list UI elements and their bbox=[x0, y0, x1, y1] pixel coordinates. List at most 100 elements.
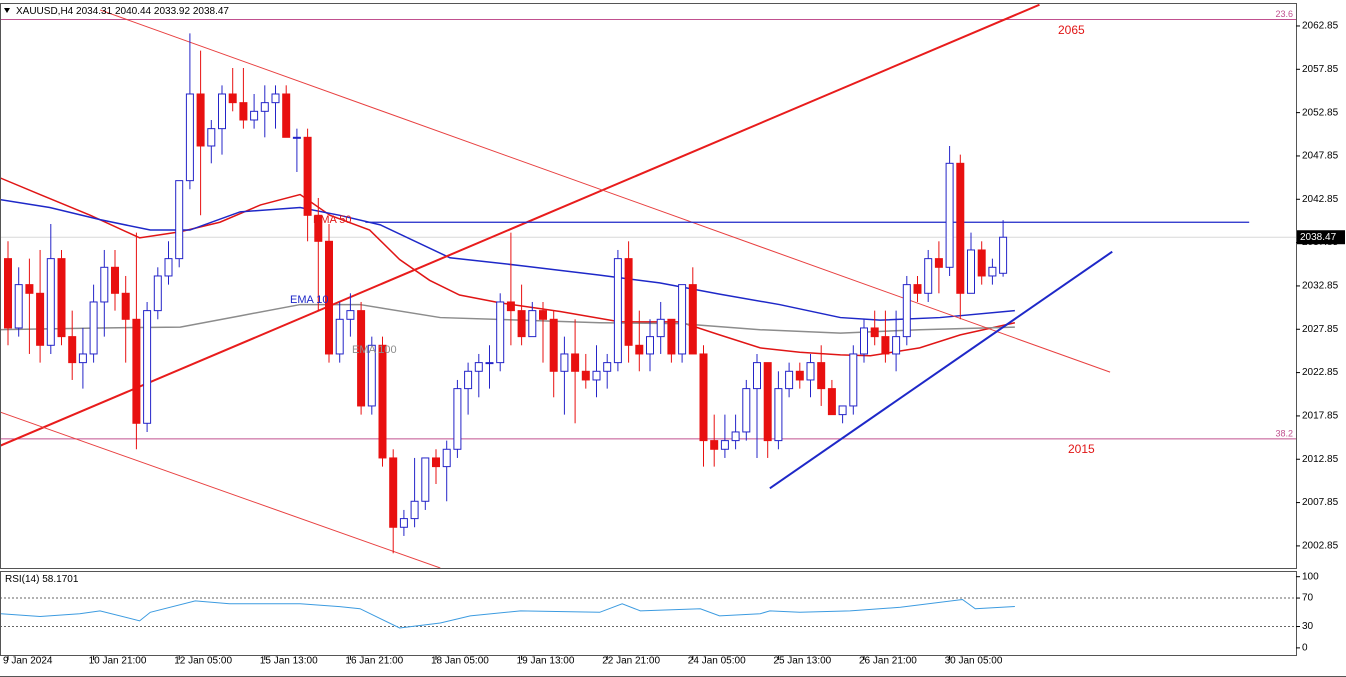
price-label-box bbox=[1297, 230, 1345, 245]
ema-label: EMA 50 bbox=[313, 214, 352, 226]
y-tick-label: 2047.85 bbox=[1302, 151, 1339, 162]
candle-body bbox=[57, 258, 66, 338]
x-tick-label: 19 Jan 13:00 bbox=[517, 656, 575, 667]
candle-body bbox=[581, 370, 590, 381]
price-plot bbox=[1, 4, 1296, 568]
candle-body bbox=[325, 240, 333, 355]
ema-line bbox=[1, 199, 1015, 321]
rsi-value: 58.1701 bbox=[42, 574, 79, 585]
candle-body bbox=[303, 136, 312, 216]
trend-line bbox=[1, 411, 441, 568]
candle-body bbox=[603, 362, 612, 372]
candle-body bbox=[817, 362, 826, 390]
candle-body bbox=[795, 370, 804, 381]
ema-label: EMA 100 bbox=[352, 344, 397, 356]
candle-body bbox=[720, 440, 729, 450]
candle-body bbox=[207, 128, 216, 147]
candle-body bbox=[89, 301, 98, 355]
candle-body bbox=[25, 284, 34, 294]
candle-body bbox=[464, 370, 473, 390]
candle-body bbox=[517, 310, 526, 338]
y-tick-label: 2002.85 bbox=[1302, 541, 1339, 552]
ema-label: EMA 10 bbox=[290, 294, 329, 306]
candle-body bbox=[742, 388, 751, 433]
candle-body bbox=[506, 301, 515, 312]
candle-body bbox=[357, 310, 366, 407]
header-arrow bbox=[4, 8, 10, 13]
rsi-tick-label: 70 bbox=[1302, 593, 1314, 604]
candle-body bbox=[36, 292, 45, 346]
candle-body bbox=[646, 336, 654, 355]
candle-body bbox=[260, 102, 269, 112]
candle-body bbox=[560, 353, 569, 372]
close: 2038.47 bbox=[193, 6, 230, 17]
rsi-tick-label: 30 bbox=[1302, 621, 1314, 632]
candle-body bbox=[14, 284, 23, 329]
candle-body bbox=[228, 93, 237, 104]
candle-body bbox=[335, 318, 344, 355]
rsi-plot bbox=[1, 597, 1296, 629]
candle-body bbox=[389, 457, 398, 528]
candle-body bbox=[121, 292, 130, 320]
y-tick-label: 2032.85 bbox=[1302, 281, 1339, 292]
candle-body bbox=[378, 344, 387, 459]
candle-body bbox=[934, 258, 943, 268]
candle-body bbox=[870, 327, 879, 338]
candle-body bbox=[78, 353, 87, 364]
candle-body bbox=[185, 93, 194, 182]
candle-body bbox=[432, 457, 440, 468]
candle-body bbox=[999, 236, 1008, 274]
candle-body bbox=[688, 284, 697, 355]
trend-line bbox=[769, 250, 1113, 490]
candle-body bbox=[806, 362, 815, 381]
rsi-panel bbox=[0, 571, 1297, 656]
candle-body bbox=[175, 180, 184, 260]
candle-body bbox=[967, 249, 975, 294]
x-tick-label: 12 Jan 05:00 bbox=[174, 656, 232, 667]
y-tick-label: 2007.85 bbox=[1302, 497, 1339, 508]
open: 2034.31 bbox=[76, 6, 113, 17]
x-tick-label: 22 Jan 21:00 bbox=[602, 656, 660, 667]
candle-body bbox=[153, 275, 162, 312]
y-tick-label: 2062.85 bbox=[1302, 21, 1339, 32]
candle-body bbox=[346, 310, 355, 320]
candle-body bbox=[613, 258, 622, 364]
candle-body bbox=[46, 258, 55, 346]
ema-line bbox=[1, 303, 1015, 334]
candle-body bbox=[678, 284, 687, 355]
symbol: XAUUSD,H4 bbox=[16, 6, 74, 17]
candle-body bbox=[656, 318, 665, 338]
candle-body bbox=[753, 362, 761, 390]
candle-body bbox=[196, 93, 205, 147]
candle-body bbox=[635, 344, 644, 355]
annotation: 2015 bbox=[1068, 442, 1095, 456]
candle-body bbox=[132, 318, 141, 424]
rsi-tick-label: 100 bbox=[1302, 571, 1319, 582]
candle-body bbox=[143, 310, 152, 424]
trend-line bbox=[1, 4, 1040, 447]
candle-body bbox=[528, 310, 537, 338]
x-tick-label: 9 Jan 2024 bbox=[3, 656, 53, 667]
y-tick-label: 2027.85 bbox=[1302, 324, 1339, 335]
y-tick-label: 2052.85 bbox=[1302, 107, 1339, 118]
candle-body bbox=[549, 318, 558, 372]
candle-body bbox=[282, 93, 291, 138]
y-tick-label: 2017.85 bbox=[1302, 411, 1339, 422]
candle-body bbox=[250, 110, 259, 121]
candle-body bbox=[496, 301, 505, 364]
candle-body bbox=[571, 353, 580, 372]
y-tick-label: 2012.85 bbox=[1302, 454, 1339, 465]
rsi-tick-label: 0 bbox=[1302, 643, 1308, 654]
candle-body bbox=[838, 405, 847, 416]
rsi-title: RSI(14) bbox=[5, 574, 39, 585]
candle-body bbox=[977, 249, 986, 277]
rsi-header: RSI(14) 58.1701 bbox=[5, 574, 79, 585]
x-tick-label: 26 Jan 21:00 bbox=[859, 656, 917, 667]
rsi-line bbox=[1, 598, 1015, 629]
candle-body bbox=[902, 284, 911, 338]
candle-body bbox=[164, 258, 173, 277]
candle-body bbox=[774, 388, 783, 442]
candle-body bbox=[785, 370, 794, 390]
candle-body bbox=[913, 284, 922, 294]
